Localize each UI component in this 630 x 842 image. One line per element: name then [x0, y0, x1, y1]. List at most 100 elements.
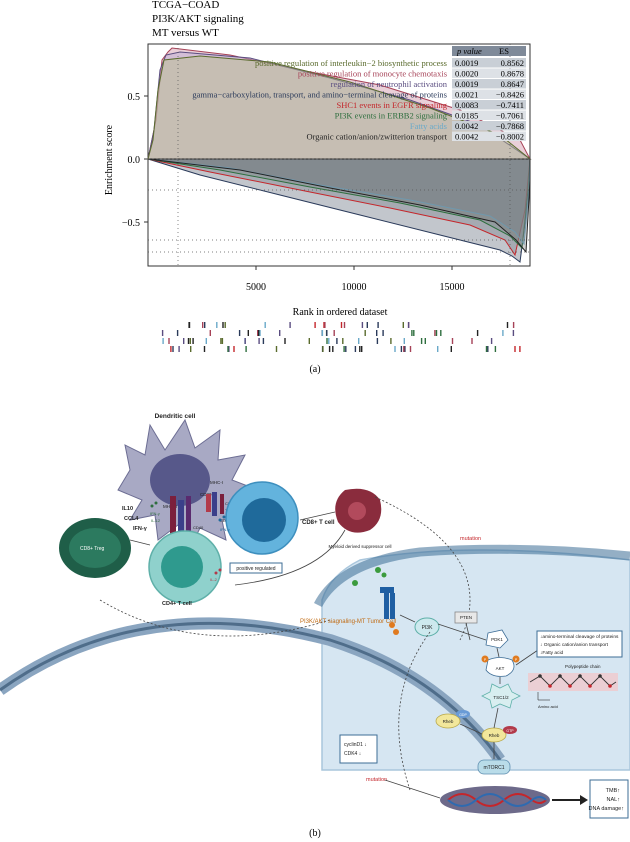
- treg-nucleus: [69, 528, 121, 568]
- legend-p-value: 0.0019: [455, 58, 478, 68]
- legend-p-value: 0.0042: [455, 121, 478, 131]
- cytokine-dot: [222, 515, 226, 519]
- arrow-tsc-rheb: [493, 707, 499, 729]
- cell-membrane-arc-inner: [0, 621, 502, 761]
- cytokine-dot: [150, 504, 154, 508]
- cytokine-dot: [218, 518, 222, 522]
- tumor-membrane: [313, 544, 630, 608]
- polypeptide-backbone: [529, 675, 617, 687]
- y-tick-label: 0.0: [128, 155, 141, 166]
- mdsc-nucleus: [348, 502, 366, 520]
- polypeptide-label: Polypeptide chain: [565, 664, 601, 669]
- table-row-bg: [452, 79, 526, 89]
- residue: [578, 674, 582, 678]
- pten-label: PTEN: [460, 615, 472, 620]
- residue: [558, 674, 562, 678]
- cd8-t-cell-nucleus: [242, 498, 286, 542]
- cyclin-line-2: CDK4 ↓: [344, 751, 361, 757]
- rheb-gdp-node: [435, 713, 461, 729]
- treg-label: CD8+ Treg: [80, 546, 105, 552]
- positive-regulated-box: [229, 562, 283, 574]
- akt-label: AKT: [496, 666, 505, 671]
- residue: [548, 684, 552, 688]
- x-tick-label: 15000: [440, 282, 465, 293]
- tsc-label: TSC1/2: [493, 695, 509, 700]
- nucleus-ellipse: [440, 786, 550, 814]
- caption-b: (b): [309, 828, 321, 839]
- pi3k-label: PI3K: [422, 625, 434, 631]
- ifng-small-label: IFN-γ: [150, 511, 160, 516]
- info-line-3: ↓Fatty acid: [540, 650, 564, 656]
- info-line-2: ↓ Organic cation/anion transport: [540, 642, 609, 648]
- akt-phospho: [512, 655, 520, 663]
- cytokine-dot: [214, 571, 218, 575]
- polypeptide-chain: Polypeptide chain Amino acid: [528, 664, 618, 709]
- tumor-cell-label: PI3K/AKT siagnaling-MT Tumor Cell: [300, 619, 396, 625]
- tsc-node: [481, 683, 521, 709]
- panel-b: Dendritic cell MHC-I MHC-II CD80 TCR CD4…: [0, 413, 630, 839]
- receptor-bar: [220, 494, 224, 514]
- legend-es-value: −0.7061: [496, 111, 524, 121]
- legend-term: SHC1 events in EGFR signaling: [336, 100, 447, 110]
- x-axis-label: Rank in ordered dataset: [293, 307, 388, 318]
- panel-a: TCGA−COAD PI3K/AKT signaling MT versus W…: [104, 0, 532, 375]
- gdp-node: [456, 710, 470, 718]
- dna-strand: [447, 793, 547, 807]
- legend-p-value: 0.0042: [455, 132, 478, 142]
- akt-node: [485, 657, 515, 677]
- table-row-bg: [452, 58, 526, 68]
- receptor-bar: [380, 587, 394, 593]
- cd8-t-cell-label: CD8+ T cell: [302, 520, 335, 526]
- mdsc-inhibit-line: [299, 511, 336, 521]
- table-header-p: p value: [456, 46, 482, 56]
- legend-p-value: 0.0185: [455, 111, 478, 121]
- receptor-bar: [390, 593, 395, 619]
- cd40-label: CD40: [193, 525, 204, 530]
- legend-es-value: −0.7411: [496, 100, 524, 110]
- table-header-es: ES: [499, 46, 509, 56]
- akt-p-label: P: [515, 658, 518, 662]
- mutation-path-left: [99, 599, 331, 637]
- mutation-top-label: mutation: [460, 536, 481, 542]
- cd4-t-cell-label: CD4+ T cell: [162, 601, 192, 607]
- outcome-box: [589, 779, 629, 819]
- mdsc-inhibit-line-2: [234, 529, 346, 586]
- akt-phospho: [481, 655, 489, 663]
- rheb-gtp-label: Rheb: [489, 733, 500, 738]
- legend-p-value: 0.0021: [455, 90, 478, 100]
- phospho-dot: [393, 629, 399, 635]
- legend-es-value: −0.8002: [496, 132, 524, 142]
- arrow-receptor-pi3k: [399, 614, 416, 623]
- tumor-receptor: [352, 567, 399, 635]
- legend-term: Organic cation/anion/zwitterion transpor…: [306, 132, 447, 142]
- mutation-inhibit-line: [384, 779, 441, 799]
- legend-es-value: −0.7868: [496, 121, 524, 131]
- arrow-pten: [465, 622, 471, 641]
- table-row-bg: [452, 131, 526, 141]
- mtorc1-node: [477, 759, 511, 775]
- header-line-2: PI3K/AKT signaling: [152, 13, 244, 25]
- amino-acid-label: Amino acid: [538, 704, 558, 709]
- residue: [588, 684, 592, 688]
- receptor-bar: [206, 494, 211, 512]
- x-tick-label: 10000: [342, 282, 367, 293]
- table-row-bg: [452, 121, 526, 131]
- legend-term: positive regulation of interleukin−2 bio…: [255, 58, 447, 68]
- receptor-bar: [186, 496, 191, 536]
- table-row-bg: [452, 110, 526, 120]
- header-line-3: MT versus WT: [152, 27, 219, 39]
- arrow-pi3k-pdk1: [437, 623, 487, 641]
- info-line-1: ↓amino-terminal cleavage of proteins: [540, 634, 619, 640]
- residue: [568, 684, 572, 688]
- gdp-label: GDP: [459, 713, 467, 717]
- treg-inhibit-line: [129, 539, 151, 546]
- legend-term: gamma−carboxylation, transport, and amin…: [192, 90, 447, 100]
- positive-regulated-label: positive regulated: [236, 566, 275, 572]
- il2-label: IL-2: [210, 577, 218, 582]
- legend-term: Fatty acids: [410, 121, 447, 131]
- ccl4-label: CCL4: [124, 516, 139, 522]
- legend-table: positive regulation of interleukin−2 bio…: [192, 58, 526, 142]
- mdsc-cell: Myeloid derived suppressor cell: [328, 488, 392, 549]
- cyclin-line-1: cyclinD1 ↓: [344, 742, 367, 748]
